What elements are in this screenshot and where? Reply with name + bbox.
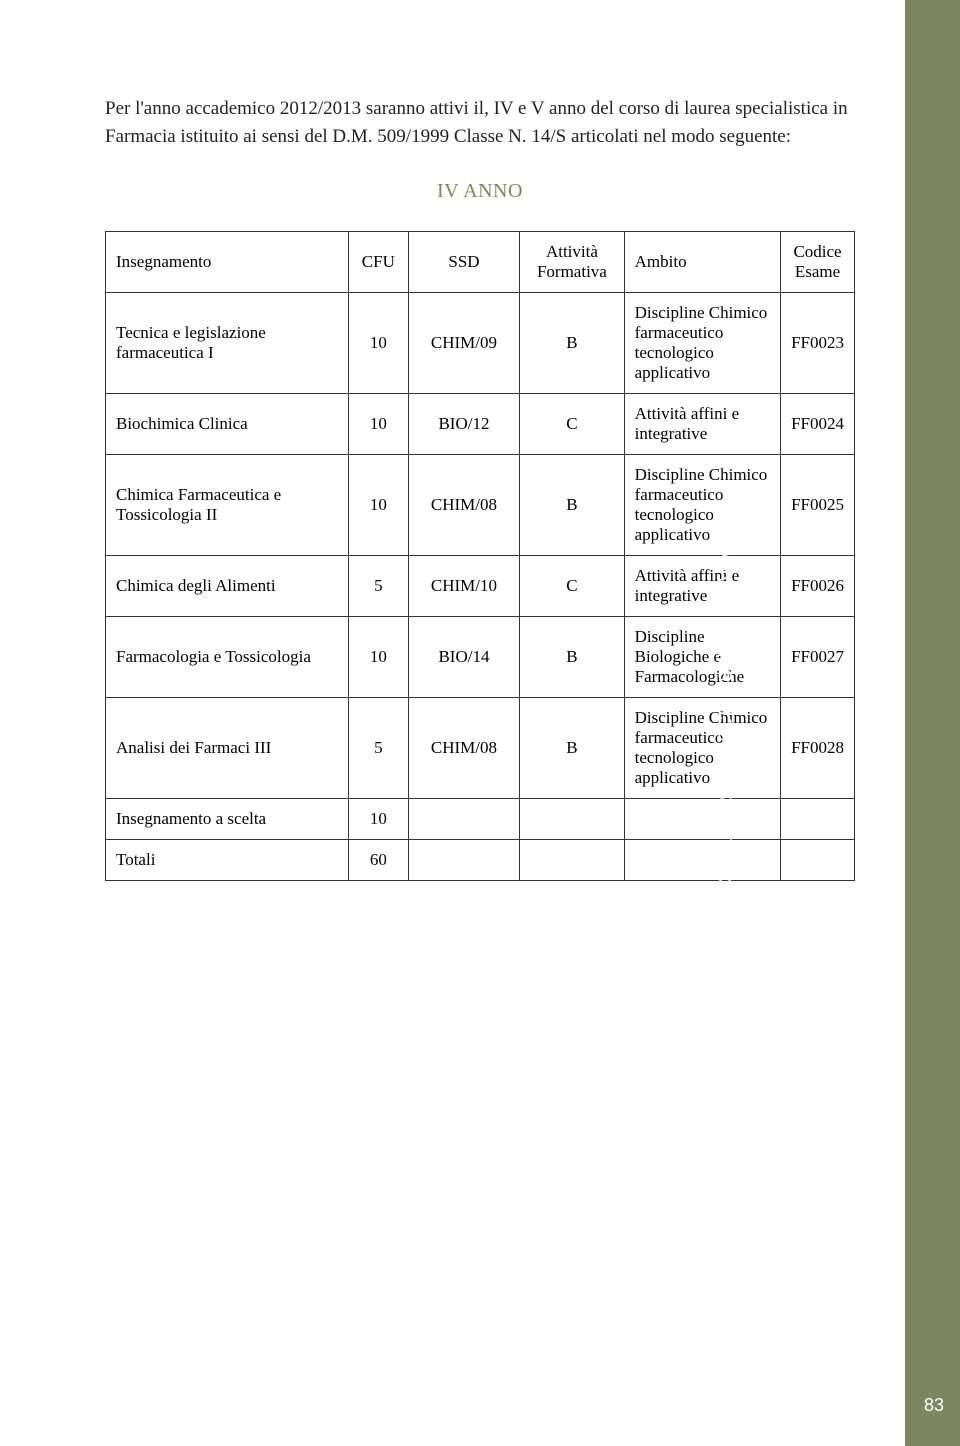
col-header-attivita: Attività Formativa: [520, 232, 624, 293]
cell-attivita: [520, 840, 624, 881]
cell-insegnamento: Chimica Farmaceutica e Tossicologia II: [106, 455, 349, 556]
content-area: Per l'anno accademico 2012/2013 saranno …: [105, 95, 855, 881]
cell-ambito: Discipline Chimico farmaceutico tecnolog…: [624, 293, 780, 394]
cell-ssd: [408, 799, 520, 840]
cell-cfu: 5: [348, 556, 408, 617]
cell-insegnamento: Totali: [106, 840, 349, 881]
cell-insegnamento: Biochimica Clinica: [106, 394, 349, 455]
cell-cfu: 60: [348, 840, 408, 881]
courses-table: Insegnamento CFU SSD Attività Formativa …: [105, 231, 855, 881]
cell-attivita: B: [520, 698, 624, 799]
cell-ssd: CHIM/10: [408, 556, 520, 617]
table-row: Insegnamento a scelta 10: [106, 799, 855, 840]
year-title: IV ANNO: [105, 180, 855, 203]
table-row: Analisi dei Farmaci III 5 CHIM/08 B Disc…: [106, 698, 855, 799]
table-row-total: Totali 60: [106, 840, 855, 881]
cell-ssd: BIO/14: [408, 617, 520, 698]
col-header-codice: Codice Esame: [781, 232, 855, 293]
cell-cfu: 10: [348, 394, 408, 455]
cell-cfu: 10: [348, 455, 408, 556]
cell-codice: FF0027: [781, 617, 855, 698]
cell-cfu: 10: [348, 293, 408, 394]
cell-codice: FF0025: [781, 455, 855, 556]
cell-codice: [781, 840, 855, 881]
cell-cfu: 10: [348, 799, 408, 840]
cell-attivita: C: [520, 556, 624, 617]
col-header-cfu: CFU: [348, 232, 408, 293]
cell-attivita: C: [520, 394, 624, 455]
cell-ambito: Attività affini e integrative: [624, 556, 780, 617]
table-header-row: Insegnamento CFU SSD Attività Formativa …: [106, 232, 855, 293]
cell-ssd: CHIM/08: [408, 455, 520, 556]
cell-codice: FF0028: [781, 698, 855, 799]
cell-ambito: [624, 840, 780, 881]
cell-attivita: B: [520, 617, 624, 698]
table-row: Chimica degli Alimenti 5 CHIM/10 C Attiv…: [106, 556, 855, 617]
cell-ambito: Attività affini e integrative: [624, 394, 780, 455]
cell-cfu: 5: [348, 698, 408, 799]
cell-attivita: [520, 799, 624, 840]
page-number: 83: [924, 1395, 944, 1416]
cell-ssd: CHIM/08: [408, 698, 520, 799]
cell-attivita: B: [520, 293, 624, 394]
cell-insegnamento: Farmacologia e Tossicologia: [106, 617, 349, 698]
cell-ssd: CHIM/09: [408, 293, 520, 394]
sidebar-right: CORSO DI LAUREA SPECIALISTICA IN FARMACI…: [905, 0, 960, 1446]
cell-ambito: Discipline Chimico farmaceutico tecnolog…: [624, 698, 780, 799]
sidebar-label: CORSO DI LAUREA SPECIALISTICA IN FARMACI…: [716, 501, 737, 945]
cell-cfu: 10: [348, 617, 408, 698]
table-row: Tecnica e legislazione farmaceutica I 10…: [106, 293, 855, 394]
cell-attivita: B: [520, 455, 624, 556]
cell-insegnamento: Analisi dei Farmaci III: [106, 698, 349, 799]
cell-ambito: [624, 799, 780, 840]
cell-codice: FF0026: [781, 556, 855, 617]
cell-ambito: Discipline Chimico farmaceutico tecnolog…: [624, 455, 780, 556]
intro-paragraph: Per l'anno accademico 2012/2013 saranno …: [105, 95, 855, 150]
cell-ssd: BIO/12: [408, 394, 520, 455]
col-header-ssd: SSD: [408, 232, 520, 293]
cell-codice: [781, 799, 855, 840]
cell-insegnamento: Chimica degli Alimenti: [106, 556, 349, 617]
col-header-insegnamento: Insegnamento: [106, 232, 349, 293]
cell-insegnamento: Insegnamento a scelta: [106, 799, 349, 840]
document-page: Per l'anno accademico 2012/2013 saranno …: [0, 0, 960, 1446]
cell-codice: FF0024: [781, 394, 855, 455]
table-row: Farmacologia e Tossicologia 10 BIO/14 B …: [106, 617, 855, 698]
cell-insegnamento: Tecnica e legislazione farmaceutica I: [106, 293, 349, 394]
cell-ssd: [408, 840, 520, 881]
col-header-ambito: Ambito: [624, 232, 780, 293]
cell-ambito: Discipline Biologiche e Farmacologiche: [624, 617, 780, 698]
cell-codice: FF0023: [781, 293, 855, 394]
table-row: Chimica Farmaceutica e Tossicologia II 1…: [106, 455, 855, 556]
table-row: Biochimica Clinica 10 BIO/12 C Attività …: [106, 394, 855, 455]
